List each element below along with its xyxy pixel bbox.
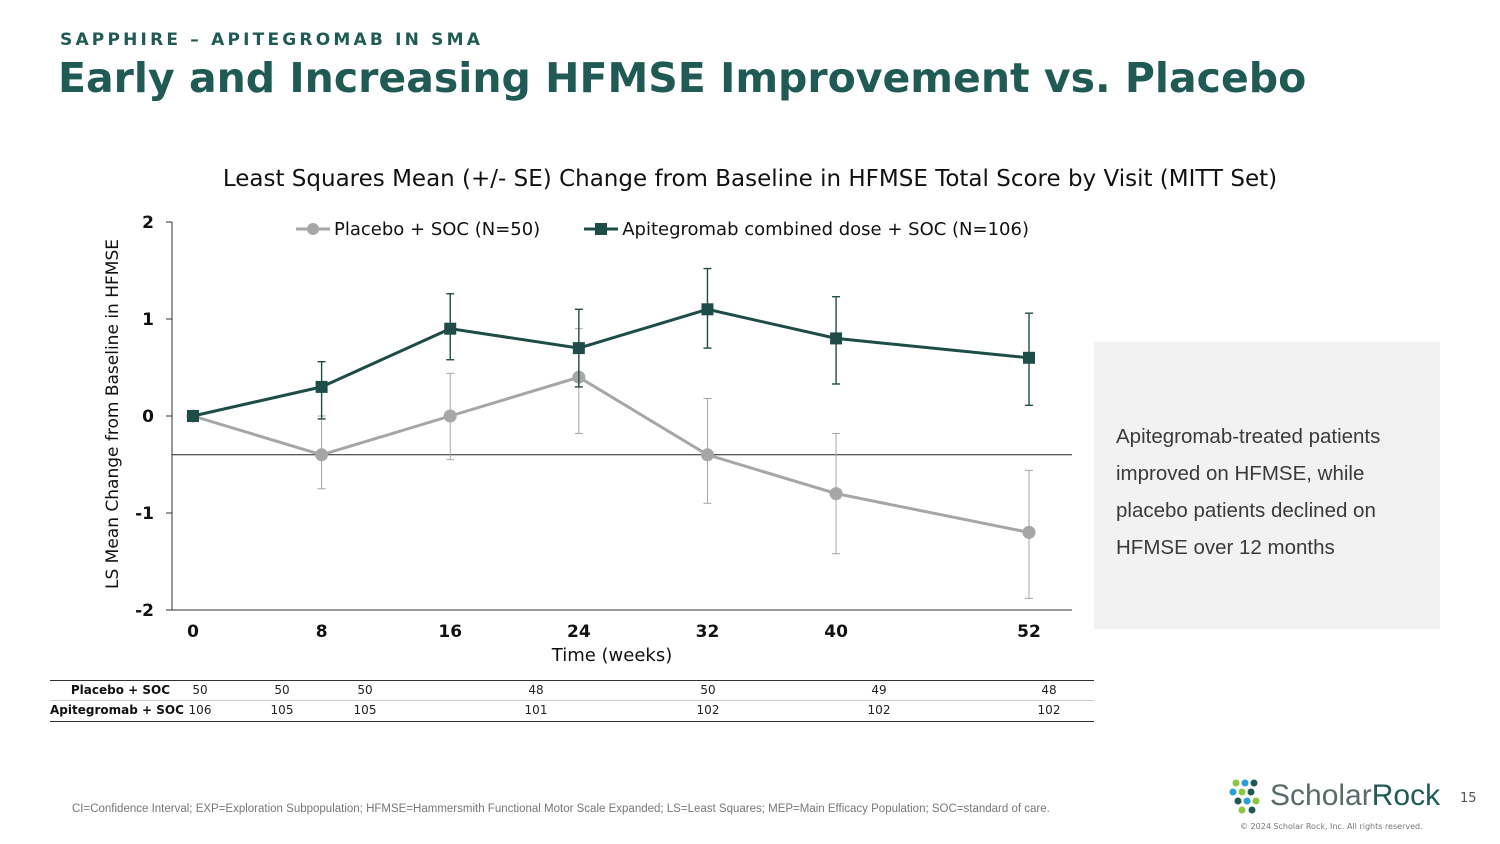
series-line-apitegromab: [192, 307, 1030, 418]
legend-item-apitegromab: Apitegromab combined dose + SOC (N=106): [584, 219, 1029, 240]
data-point-apitegromab: [701, 303, 714, 316]
at-risk-divider: [50, 700, 1094, 701]
callout-line: HFMSE over 12 months: [1116, 536, 1335, 559]
slide-title: Early and Increasing HFMSE Improvement v…: [58, 54, 1307, 102]
at-risk-cell: 50: [700, 683, 716, 697]
y-tick-label: 0: [142, 407, 154, 427]
x-tick-label: 32: [696, 622, 720, 642]
at-risk-cell: 48: [1041, 683, 1057, 697]
data-point-apitegromab: [1023, 351, 1035, 364]
at-risk-cell: 106: [188, 703, 212, 717]
data-point-apitegromab: [830, 332, 843, 345]
logo-word-scholar: Scholar: [1270, 779, 1372, 812]
scholar-rock-logo: ScholarRock: [1228, 778, 1440, 814]
at-risk-cell: 48: [528, 683, 544, 697]
legend-item-placebo: Placebo + SOC (N=50): [296, 219, 540, 240]
footnote: CI=Confidence Interval; EXP=Exploration …: [72, 803, 1050, 815]
scholar-rock-logo-icon: [1229, 779, 1260, 814]
at-risk-cell: 101: [524, 703, 548, 717]
at-risk-cell: 105: [353, 703, 377, 717]
x-tick-label: 40: [824, 622, 848, 642]
at-risk-cell: 49: [871, 683, 887, 697]
chart-title: Least Squares Mean (+/- SE) Change from …: [222, 166, 1278, 192]
at-risk-cell: 105: [270, 703, 294, 717]
chart-legend: Placebo + SOC (N=50) Apitegromab combine…: [296, 216, 1073, 242]
x-tick-label: 8: [316, 622, 328, 642]
data-point-apitegromab: [187, 410, 199, 422]
at-risk-cell: 102: [867, 703, 891, 717]
callout-line: improved on HFMSE, while: [1116, 462, 1365, 485]
page-number: 15: [1460, 791, 1477, 806]
at-risk-row-label: Placebo + SOC: [70, 683, 170, 697]
y-tick-label: 2: [142, 213, 154, 233]
y-tick-label: 1: [142, 310, 154, 330]
callout-line: Apitegromab-treated patients: [1116, 425, 1381, 448]
callout-box: Apitegromab-treated patients improved on…: [1094, 342, 1440, 629]
y-tick-label: -1: [135, 504, 154, 524]
legend-circle-marker-icon: [296, 223, 330, 235]
copyright: © 2024 Scholar Rock, Inc. All rights res…: [1240, 822, 1423, 831]
data-point-placebo: [829, 487, 843, 501]
at-risk-cell: 50: [192, 683, 208, 697]
x-tick-label: 0: [187, 622, 199, 642]
legend-label-placebo: Placebo + SOC (N=50): [334, 218, 541, 240]
callout-line: placebo patients declined on: [1116, 499, 1376, 522]
legend-square-marker-icon: [584, 223, 619, 235]
data-point-placebo: [700, 448, 714, 462]
x-tick-label: 24: [567, 622, 591, 642]
at-risk-cell: 102: [1037, 703, 1061, 717]
chart-title-wrap: Least Squares Mean (+/- SE) Change from …: [0, 166, 1500, 192]
x-axis-label: Time (weeks): [551, 645, 673, 666]
data-point-apitegromab: [572, 342, 585, 355]
data-point-placebo: [315, 448, 329, 462]
logo-wordmark: ScholarRock: [1270, 779, 1440, 813]
at-risk-cell: 50: [274, 683, 290, 697]
logo-word-rock: Rock: [1371, 779, 1441, 812]
y-tick-label: -2: [135, 601, 154, 621]
slide-kicker: SAPPHIRE – APITEGROMAB IN SMA: [60, 30, 484, 50]
x-tick-label: 52: [1017, 622, 1041, 642]
at-risk-table: Placebo + SOC Apitegromab + SOC 50 50 50…: [50, 680, 1094, 722]
at-risk-cell: 102: [696, 703, 720, 717]
data-point-apitegromab: [444, 322, 457, 335]
data-point-apitegromab: [315, 380, 328, 393]
data-point-placebo: [443, 409, 457, 423]
at-risk-row-label: Apitegromab + SOC: [50, 703, 184, 717]
x-tick-label: 16: [438, 622, 462, 642]
data-point-placebo: [1022, 525, 1036, 539]
at-risk-cell: 50: [357, 683, 373, 697]
legend-label-apitegromab: Apitegromab combined dose + SOC (N=106): [622, 218, 1029, 240]
